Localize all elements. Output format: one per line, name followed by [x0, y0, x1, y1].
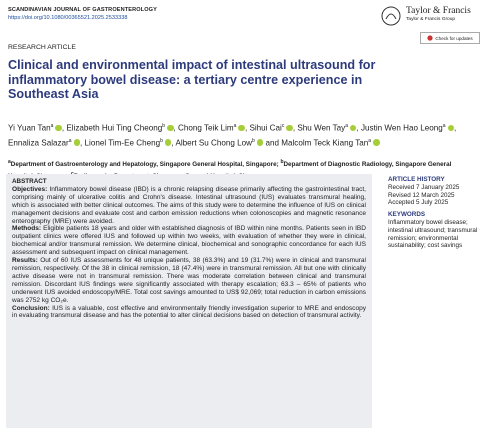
article-type: RESEARCH ARTICLE	[8, 44, 76, 51]
author-separator: ,	[173, 123, 176, 133]
author-separator: ,	[454, 123, 457, 133]
history-item: Accepted 5 July 2025	[388, 199, 449, 207]
author-separator: ,	[171, 138, 174, 148]
author-separator: ,	[61, 123, 65, 133]
abstract-section: Methods: Eligible patients 18 years and …	[12, 225, 366, 257]
author-affiliation-mark: a	[233, 123, 237, 129]
author-separator: ,	[292, 123, 296, 133]
section-label: Results:	[12, 257, 38, 265]
keywords-heading: KEYWORDS	[388, 211, 426, 219]
history-item: Received 7 January 2025	[388, 183, 460, 191]
update-icon	[427, 35, 433, 41]
author-name: Sihui Cai	[249, 123, 282, 133]
affiliation-mark: b	[280, 159, 284, 165]
history-list: Received 7 January 2025 Revised 12 March …	[388, 184, 482, 207]
abstract-section: Conclusion: IUS is a valuable, cost effe…	[12, 305, 366, 321]
orcid-icon	[73, 139, 81, 146]
publisher-logo: Taylor & Francis Taylor & Francis Group	[380, 5, 480, 27]
abstract-box: ABSTRACT Objectives: Inflammatory bowel …	[6, 174, 372, 428]
check-updates-label: Check for updates	[435, 35, 473, 41]
author-separator: ,	[244, 123, 248, 133]
keywords-text: Inflammatory bowel disease; intestinal u…	[388, 218, 478, 250]
section-label: Conclusion:	[12, 304, 50, 312]
author-name: Shu Wen Tay	[297, 123, 346, 133]
journal-name: SCANDINAVIAN JOURNAL OF GASTROENTEROLOGY	[8, 7, 157, 13]
author-separator: ,	[80, 138, 83, 148]
orcid-icon	[167, 124, 174, 132]
logo-icon	[381, 6, 401, 26]
orcid-icon	[55, 124, 62, 132]
author-separator: ,	[356, 123, 359, 133]
doi-link[interactable]: https://doi.org/10.1080/00365521.2025.25…	[8, 15, 128, 21]
author-conjunction: and	[265, 138, 280, 148]
orcid-icon	[256, 139, 264, 146]
author-affiliation-mark: a	[368, 137, 372, 144]
author-affiliation-mark: a	[68, 137, 72, 144]
section-text: Inflammatory bowel disease (IBD) is a ch…	[12, 185, 366, 225]
section-label: Objectives:	[12, 185, 48, 193]
section-text: IUS is a valuable, cost effective and en…	[12, 304, 366, 320]
author-name: Malcolm Teck Kiang Tan	[281, 138, 369, 148]
author-name: Lionel Tim-Ee Cheng	[84, 138, 161, 148]
orcid-icon	[447, 124, 454, 132]
abstract-section: Objectives: Inflammatory bowel disease (…	[12, 186, 366, 226]
author-name: Yi Yuan Tan	[8, 123, 51, 133]
author-affiliation-mark: b	[251, 137, 255, 144]
author-name: Ennaliza Salazar	[8, 138, 69, 148]
orcid-icon	[286, 124, 293, 132]
author-name: Justin Wen Hao Leong	[360, 123, 443, 133]
section-text: Out of 60 IUS assessments for 48 unique …	[12, 257, 366, 304]
orcid-icon	[164, 139, 172, 146]
author-affiliation-mark: b	[160, 137, 163, 144]
abstract-section: Results: Out of 60 IUS assessments for 4…	[12, 257, 366, 304]
author-affiliation-mark: a	[345, 123, 348, 129]
author-list: Yi Yuan Tana, Elizabeth Hui Ting Cheongb…	[8, 120, 478, 149]
author-name: Elizabeth Hui Ting Cheong	[66, 123, 163, 133]
author-name: Chong Teik Lim	[178, 123, 234, 133]
author-affiliation-mark: b	[162, 123, 166, 129]
author-affiliation-mark: a	[442, 123, 446, 129]
publisher-name: Taylor & Francis	[406, 6, 471, 16]
author-affiliation-mark: a	[50, 123, 54, 129]
affiliation-mark: c	[71, 171, 74, 177]
history-heading: ARTICLE HISTORY	[388, 176, 445, 183]
orcid-icon	[349, 124, 357, 132]
history-item: Revised 12 March 2025	[388, 191, 455, 199]
sidebar: ARTICLE HISTORY Received 7 January 2025 R…	[388, 176, 482, 250]
section-label: Methods:	[12, 225, 42, 233]
orcid-icon	[373, 139, 380, 146]
article-title: Clinical and environmental impact of int…	[8, 58, 376, 101]
section-text: Eligible patients 18 years and older wit…	[12, 225, 366, 257]
author-name: Albert Su Chong Low	[175, 138, 252, 148]
affiliation-text: Department of Gastroenterology and Hepat…	[10, 161, 279, 169]
publisher-group: Taylor & Francis Group	[406, 17, 456, 22]
check-updates-button[interactable]: Check for updates	[420, 32, 480, 44]
author-affiliation-mark: c	[281, 123, 285, 129]
abstract-heading: ABSTRACT	[12, 178, 47, 185]
orcid-icon	[238, 124, 245, 132]
affiliation-mark: a	[8, 159, 11, 165]
